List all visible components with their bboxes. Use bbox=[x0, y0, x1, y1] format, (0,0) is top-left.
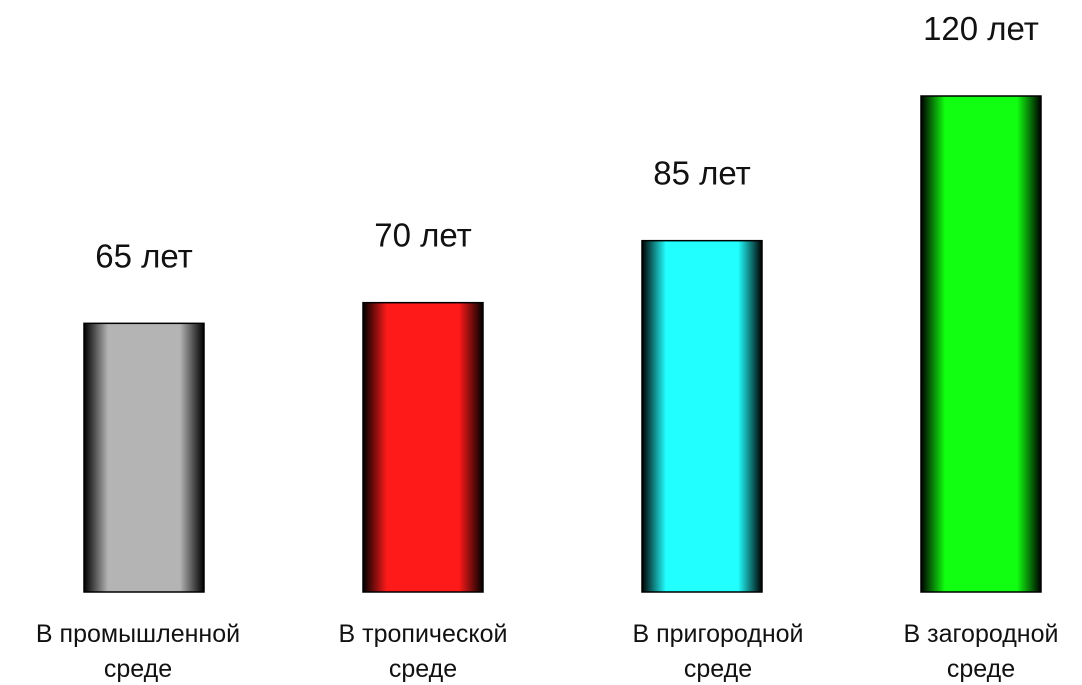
value-label-4: 120 лет bbox=[923, 10, 1039, 47]
category-label-4-line-2: среде bbox=[947, 655, 1015, 683]
category-label-2-line-1: В тропической bbox=[339, 620, 508, 648]
category-label-1-line-2: среде bbox=[104, 655, 172, 683]
value-label-3: 85 лет bbox=[653, 155, 751, 192]
category-label-4-line-1: В загородной bbox=[904, 620, 1059, 648]
bars-layer bbox=[83, 95, 1042, 593]
value-labels-layer: 65 лет 70 лет 85 лет 120 лет bbox=[95, 10, 1039, 274]
bar-4 bbox=[920, 95, 1042, 593]
category-label-1-line-1: В промышленной bbox=[36, 620, 240, 648]
bar-3 bbox=[641, 239, 763, 593]
value-label-2: 70 лет bbox=[374, 217, 472, 254]
category-label-3-line-2: среде bbox=[684, 655, 752, 683]
value-label-1: 65 лет bbox=[95, 237, 193, 274]
category-labels-layer: В промышленной среде В тропической среде В п… bbox=[36, 620, 1059, 683]
category-label-3-line-1: В пригородной bbox=[632, 620, 803, 648]
bar-1 bbox=[83, 322, 205, 593]
bar-2 bbox=[362, 301, 484, 593]
category-label-2-line-2: среде bbox=[389, 655, 457, 683]
